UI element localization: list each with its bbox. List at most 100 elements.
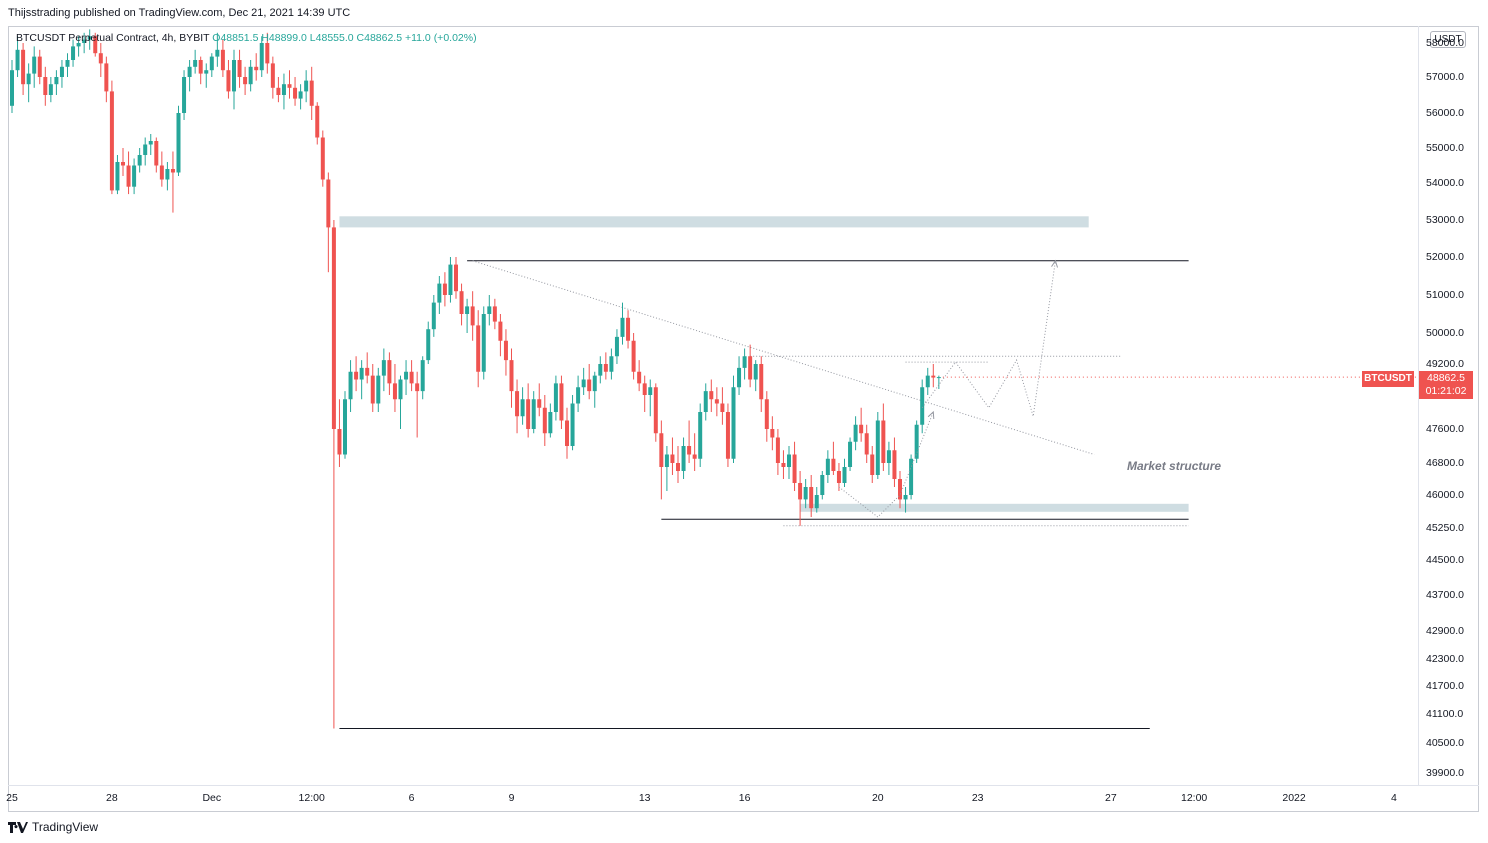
candle-body	[265, 43, 270, 64]
candle-body	[587, 379, 592, 392]
legend-symbol[interactable]: BTCUSDT Perpetual Contract, 4h, BYBIT	[16, 32, 210, 44]
candle-body	[431, 302, 436, 330]
candle-body	[159, 165, 164, 180]
candle-body	[542, 407, 547, 434]
candle-body	[648, 387, 653, 395]
candle-body	[254, 66, 259, 71]
price-tick-label: 51000.0	[1426, 289, 1464, 301]
time-tick-label: 20	[871, 792, 884, 804]
candle-body	[809, 487, 814, 509]
time-tick-label: Dec	[202, 792, 222, 804]
candle-body	[182, 77, 187, 113]
candle-body	[143, 144, 148, 155]
price-tick-label: 47600.0	[1426, 423, 1464, 435]
candle-body	[226, 70, 231, 92]
candle-body	[276, 87, 281, 95]
candle-body	[193, 60, 198, 67]
candle-body	[315, 105, 320, 138]
time-tick-label: 28	[106, 792, 118, 804]
candle-body	[770, 429, 775, 438]
candle-body	[681, 446, 686, 471]
candle-body	[537, 399, 542, 408]
candle-body	[198, 60, 203, 74]
zone-1	[800, 503, 1189, 512]
candle-body	[15, 49, 20, 71]
candle-body	[248, 66, 253, 85]
candle-body	[137, 155, 142, 166]
candle-body	[376, 375, 381, 404]
price-tick-label: 46800.0	[1426, 457, 1464, 469]
price-tick-label: 54000.0	[1426, 177, 1464, 189]
candle-body	[10, 70, 14, 106]
market-structure-label[interactable]: Market structure	[1127, 459, 1222, 473]
candle-body	[98, 53, 103, 64]
candle-body	[914, 424, 919, 459]
candle-body	[881, 420, 886, 463]
candle-body	[753, 364, 758, 380]
legend-high: H48899.0	[261, 32, 307, 44]
candle-body	[121, 162, 125, 166]
candle-body	[21, 49, 26, 85]
candle-body	[420, 360, 425, 392]
candle-body	[37, 56, 42, 77]
time-tick-label: 6	[408, 792, 415, 804]
candle-body	[603, 364, 608, 372]
candle-body	[215, 49, 220, 57]
candle-body	[903, 495, 908, 500]
candle-body	[459, 291, 464, 314]
bar-countdown: 01:21:02	[1425, 385, 1467, 397]
candle-body	[531, 399, 536, 429]
price-tick-label: 41700.0	[1426, 680, 1464, 692]
candle-body	[626, 317, 631, 341]
candle-body	[676, 463, 680, 471]
candle-body	[670, 454, 675, 463]
candle-body	[220, 49, 225, 71]
candle-body	[259, 43, 264, 71]
time-tick-label: 23	[971, 792, 984, 804]
candle-body	[476, 325, 481, 372]
candle-body	[148, 141, 153, 145]
candle-body	[820, 475, 825, 495]
candle-body	[748, 356, 753, 380]
candle-body	[859, 424, 864, 434]
candle-body	[631, 340, 636, 372]
candle-body	[714, 399, 719, 404]
candle-body	[664, 454, 669, 467]
candle-body	[43, 77, 48, 95]
swing-arrow-arrowhead	[927, 410, 935, 420]
candle-body	[692, 454, 697, 459]
candle-body	[26, 73, 31, 85]
price-tick-label: 55000.0	[1426, 142, 1464, 154]
candle-body	[354, 371, 359, 380]
candle-body	[864, 433, 869, 455]
candle-body	[59, 66, 64, 77]
candle-body	[509, 360, 514, 392]
candle-body	[320, 137, 325, 180]
currency-button[interactable]: USDT	[1430, 31, 1466, 48]
candle-body	[559, 383, 564, 421]
candle-body	[387, 360, 392, 384]
time-tick-label: 27	[1105, 792, 1117, 804]
candle-body	[326, 179, 331, 228]
candle-body	[415, 383, 420, 392]
candle-body	[54, 77, 59, 85]
publish-info: Thijsstrading published on TradingView.c…	[8, 7, 351, 19]
candle-body	[392, 383, 397, 400]
candle-body	[581, 379, 586, 388]
time-tick-label: 25	[6, 792, 18, 804]
candle-body	[243, 77, 248, 85]
candle-body	[370, 375, 375, 404]
candle-body	[465, 306, 470, 314]
projection-path	[921, 260, 1056, 417]
candle-body	[165, 169, 170, 180]
candle-body	[520, 399, 525, 417]
candle-body	[781, 463, 786, 467]
last-price-badge: 48862.5 01:21:02	[1419, 371, 1473, 399]
candle-body	[737, 367, 742, 388]
candle-body	[487, 306, 492, 314]
candle-body	[642, 383, 647, 395]
footer-brand[interactable]: TradingView	[8, 820, 98, 834]
candle-body	[204, 70, 209, 74]
candle-body	[920, 387, 925, 425]
